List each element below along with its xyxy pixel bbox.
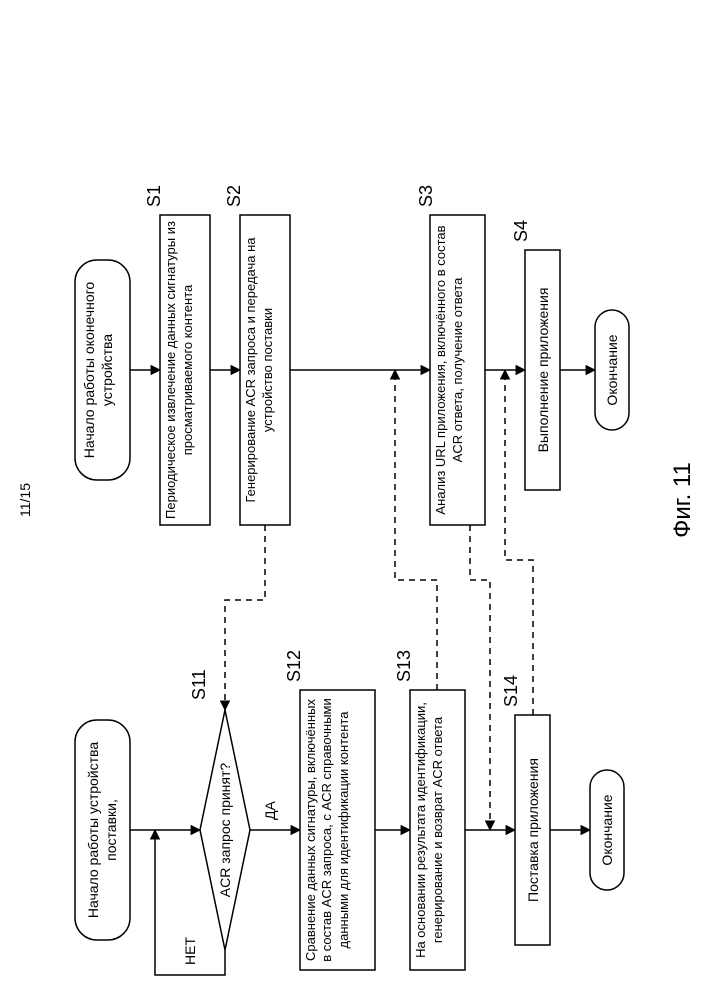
label-yes: ДА: [262, 801, 278, 820]
box-s2: Генерирование ACR запроса и передача на …: [240, 215, 290, 525]
figure-label: Фиг. 11: [669, 462, 696, 538]
tag-s11: S11: [189, 669, 209, 700]
tag-s2: S2: [224, 185, 244, 207]
box-s13: На основании результата идентификации, г…: [410, 690, 465, 970]
dashed-s3-to-s14: [470, 525, 490, 830]
tag-s4: S4: [511, 220, 531, 242]
svg-text:Поставка приложения: Поставка приложения: [525, 758, 541, 902]
dashed-s2-to-s11: [225, 525, 265, 710]
label-no: НЕТ: [182, 937, 198, 965]
tag-s12: S12: [284, 650, 304, 682]
page-number: 11/15: [17, 483, 33, 517]
right-end: Окончание: [595, 310, 629, 430]
svg-text:Окончание: Окончание: [599, 794, 615, 865]
box-s14: Поставка приложения: [515, 715, 550, 945]
right-start: Начало работы оконечного устройства: [75, 260, 130, 480]
svg-text:Выполнение приложения: Выполнение приложения: [535, 288, 551, 453]
decision-s11: ACR запрос принят?: [200, 710, 250, 950]
box-s1: Периодическое извлечение данных сигнатур…: [160, 215, 210, 525]
tag-s14: S14: [501, 675, 521, 707]
box-s4: Выполнение приложения: [525, 250, 560, 490]
left-start: Начало работы устройствапоставки,: [75, 720, 130, 940]
tag-s13: S13: [394, 650, 414, 682]
svg-text:ACR запрос принят?: ACR запрос принят?: [217, 763, 233, 898]
tag-s3: S3: [416, 185, 436, 207]
box-s12: Сравнение данных сигнатуры, включённых в…: [300, 690, 375, 970]
box-s3: Анализ URL приложения, включённого в сос…: [430, 215, 485, 525]
left-end: Окончание: [590, 770, 624, 890]
svg-text:Окончание: Окончание: [604, 334, 620, 405]
tag-s1: S1: [144, 185, 164, 207]
